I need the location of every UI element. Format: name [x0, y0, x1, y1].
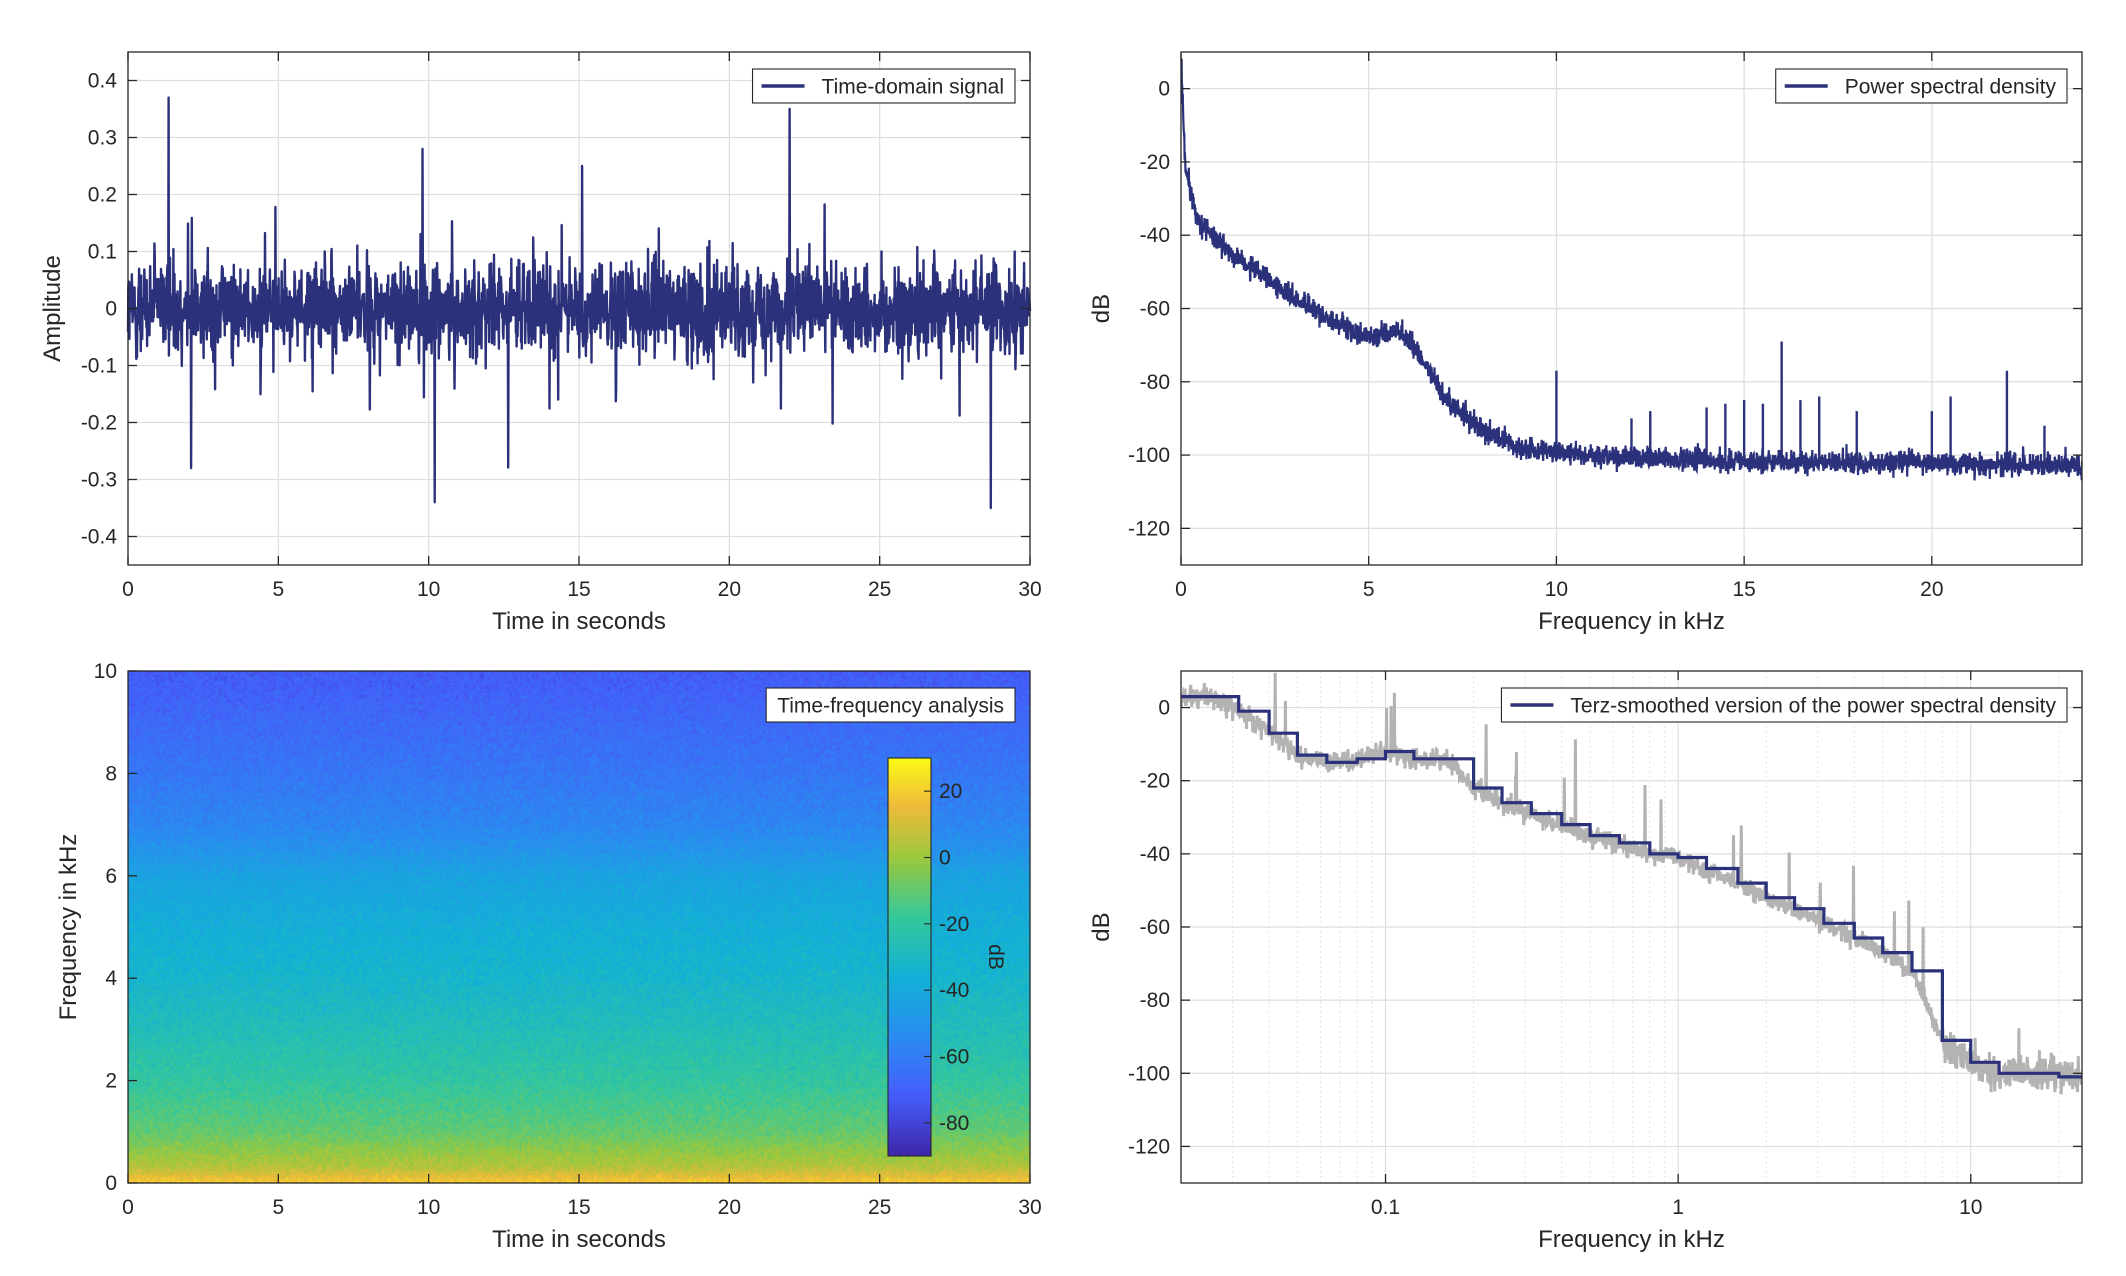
y-axis-label: dB: [1088, 912, 1115, 941]
time-domain-plot: 0 5 10 15 20 25 30 -0.4 -0.3 -0.2 -0.1 0 0.1 0.2 0.3 0.…: [39, 51, 1042, 635]
x-tick-label: 0: [122, 578, 134, 601]
y-tick-label: -40: [1140, 224, 1170, 247]
spectrogram-plot: 0 5 10 15 20 25 30 0 2 4 6 8 10 Time-frequency analy…: [55, 660, 1042, 1253]
terz-psd-plot: 0.1 1 10 -120 -100 -80 -60 -40 -20 0 Terz-smoothe…: [1088, 670, 2083, 1253]
x-axis-label: Frequency in kHz: [1538, 608, 1725, 635]
y-tick-label: 0.1: [88, 241, 117, 264]
colorbar-tick-label: -20: [939, 913, 969, 936]
x-tick-label: 10: [417, 1196, 440, 1219]
x-tick-label: 5: [272, 1196, 284, 1219]
y-tick-label: 0: [1158, 697, 1170, 720]
x-tick-label: 15: [567, 578, 590, 601]
y-tick-label: 6: [105, 865, 117, 888]
series-raw-psd: [1181, 672, 2082, 1095]
y-tick-label: 0.4: [88, 70, 118, 93]
x-tick-label: 30: [1018, 1196, 1041, 1219]
y-tick-label: -80: [1140, 989, 1170, 1012]
legend-label: Time-domain signal: [822, 76, 1004, 99]
x-tick-label: 20: [718, 1196, 741, 1219]
y-tick-label: -0.4: [81, 526, 118, 549]
x-tick-label: 30: [1018, 578, 1041, 601]
y-tick-label: -20: [1140, 770, 1170, 793]
x-tick-label: 15: [567, 1196, 590, 1219]
x-axis-label: Frequency in kHz: [1538, 1226, 1725, 1253]
x-tick-label: 0: [122, 1196, 134, 1219]
legend-label: Terz-smoothed version of the power spect…: [1570, 695, 2056, 718]
x-tick-label: 5: [1363, 578, 1375, 601]
colorbar-tick-label: -80: [939, 1112, 969, 1135]
y-tick-label: -120: [1128, 517, 1170, 540]
y-tick-label: -100: [1128, 444, 1170, 467]
x-axis-label: Time in seconds: [492, 608, 666, 635]
y-tick-label: -120: [1128, 1135, 1170, 1158]
legend-label: Power spectral density: [1845, 76, 2057, 99]
colorbar-tick-label: 20: [939, 780, 962, 803]
y-tick-label: -0.1: [81, 355, 117, 378]
y-tick-label: 0.2: [88, 184, 117, 207]
x-tick-label: 5: [272, 578, 284, 601]
x-tick-label: 10: [417, 578, 440, 601]
x-tick-label: 0.1: [1371, 1196, 1400, 1219]
y-tick-label: -20: [1140, 151, 1170, 174]
y-tick-label: 0: [105, 1172, 117, 1195]
x-tick-label: 0: [1175, 578, 1187, 601]
colorbar-tick-label: 0: [939, 847, 951, 870]
y-axis-label: Frequency in kHz: [55, 834, 82, 1021]
y-tick-label: -0.2: [81, 412, 117, 435]
colorbar: [887, 757, 932, 1157]
x-tick-label: 20: [1920, 578, 1943, 601]
y-tick-label: 0: [1158, 78, 1170, 101]
y-tick-label: 2: [105, 1070, 117, 1093]
x-tick-label: 10: [1545, 578, 1568, 601]
colorbar-tick-label: -60: [939, 1046, 969, 1069]
spectrogram-heatmap: [128, 671, 1030, 1183]
legend-box: [1500, 687, 2068, 723]
series-terz-smoothed-psd: [1181, 695, 2082, 1079]
y-tick-label: -40: [1140, 843, 1170, 866]
colorbar-tick-label: -40: [939, 979, 969, 1002]
x-tick-label: 10: [1959, 1196, 1982, 1219]
legend-box: [765, 687, 1016, 723]
x-tick-label: 25: [868, 578, 891, 601]
y-tick-label: -0.3: [81, 469, 117, 492]
y-tick-label: -100: [1128, 1062, 1170, 1085]
x-axis-label: Time in seconds: [492, 1226, 666, 1253]
y-tick-label: 0: [105, 298, 117, 321]
y-tick-label: -60: [1140, 298, 1170, 321]
y-tick-label: 4: [105, 967, 117, 990]
x-tick-label: 20: [718, 578, 741, 601]
y-tick-label: -60: [1140, 916, 1170, 939]
y-tick-label: 8: [105, 762, 117, 785]
y-tick-label: -80: [1140, 371, 1170, 394]
psd-plot: 0 5 10 15 20 -120 -100 -80 -60 -40 -20 0 Power spec…: [1088, 51, 2083, 635]
x-tick-label: 15: [1732, 578, 1755, 601]
y-tick-label: 10: [94, 660, 117, 683]
x-tick-label: 1: [1672, 1196, 1684, 1219]
legend-label: Time-frequency analysis: [777, 695, 1004, 718]
colorbar-label: dB: [984, 944, 1007, 970]
y-axis-label: Amplitude: [39, 255, 66, 362]
series-time-domain-signal: [126, 96, 1032, 510]
x-tick-label: 25: [868, 1196, 891, 1219]
y-axis-label: dB: [1088, 294, 1115, 323]
y-tick-label: 0.3: [88, 127, 117, 150]
